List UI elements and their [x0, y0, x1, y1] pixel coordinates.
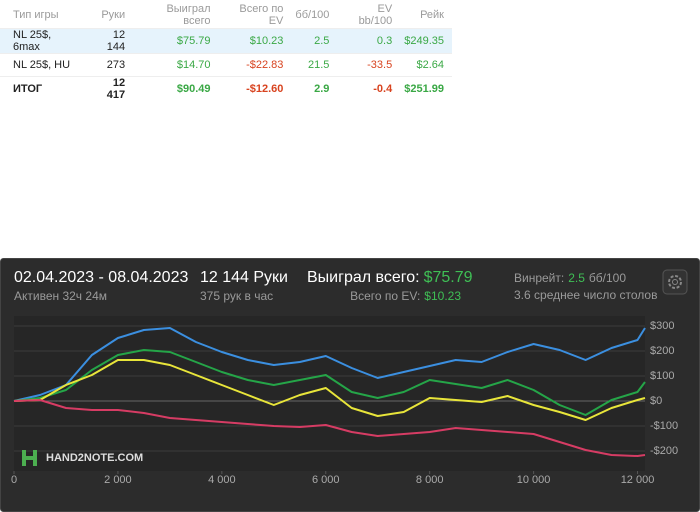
ev-total: Всего по EV: $10.23 [350, 289, 461, 303]
table-cell: ИТОГ [0, 76, 88, 101]
x-tick-label: 6 000 [312, 474, 340, 486]
y-tick-label: $300 [650, 320, 674, 332]
series-line [13, 327, 646, 402]
plot-bg [14, 316, 645, 471]
table-cell: 21.5 [291, 53, 338, 77]
winrate-label: Винрейт: [514, 271, 564, 285]
winrate-value: 2.5 [568, 271, 585, 285]
column-header: Всего по EV [239, 3, 284, 27]
table-row: NL 25$, HU 273 $14.70 -$22.83 21.5 -33.5 $2.64 [0, 53, 452, 77]
table-cell: -$22.83 [218, 53, 292, 77]
table-cell: NL 25$, HU [0, 53, 88, 77]
winrate-unit: бб/100 [589, 271, 626, 285]
y-tick-label: -$100 [650, 420, 678, 432]
table-cell: 0.3 [337, 28, 401, 54]
hands-per-hour: 375 рук в час [200, 289, 273, 303]
table-row: NL 25$, 6max 12 144 $75.79 $10.23 2.5 0.3 $249… [0, 28, 452, 54]
y-tick-label: $0 [650, 395, 662, 407]
x-tick-label: 0 [11, 474, 17, 486]
ev-value: $10.23 [424, 289, 461, 303]
table-cell: -0.4 [337, 76, 401, 101]
column-header: бб/100 [295, 9, 330, 21]
series-line [13, 399, 646, 457]
won-label: Выиграл всего: [307, 269, 420, 286]
column-header: Рейк [420, 9, 444, 21]
table-cell: 2.5 [291, 28, 338, 54]
table-cell: $251.99 [400, 76, 452, 101]
series-line [13, 349, 646, 416]
column-header: Выиграл всего [166, 3, 211, 27]
table-row: ИТОГ 12 417 $90.49 -$12.60 2.9 -0.4 $251.99 [0, 76, 452, 101]
y-tick-label: -$200 [650, 445, 678, 457]
y-tick-label: $200 [650, 345, 674, 357]
date-range: 02.04.2023 - 08.04.2023 [14, 269, 188, 286]
watermark-text: HAND2NOTE.COM [46, 452, 143, 464]
won-total: Выиграл всего: $75.79 [307, 269, 473, 286]
avg-tables: 3.6 среднее число столов [514, 288, 657, 302]
table-cell: 273 [87, 53, 134, 77]
graph-panel: $300 $200 $100 $0 -$100 -$200 0 2 000 4 000 6 000… [0, 258, 700, 512]
y-tick-label: $100 [650, 370, 674, 382]
header-row: Тип игры Руки Выиграл всего Всего по EV бб/1… [0, 2, 452, 29]
table-cell: 12 144 [87, 28, 134, 54]
column-header: Тип игры [13, 9, 59, 21]
table-cell: $10.23 [218, 28, 292, 54]
x-tick-label: 8 000 [416, 474, 444, 486]
series-line [13, 359, 646, 421]
x-tick-label: 10 000 [517, 474, 551, 486]
x-tick-label: 2 000 [104, 474, 132, 486]
table-cell: $2.64 [400, 53, 452, 77]
column-header: Руки [101, 9, 126, 21]
winrate: Винрейт: 2.5 бб/100 [514, 271, 626, 285]
table-cell: $90.49 [133, 76, 219, 101]
table-cell: $75.79 [133, 28, 219, 54]
watermark: HAND2NOTE.COM [22, 450, 143, 466]
table-cell: $14.70 [133, 53, 219, 77]
table-cell: $249.35 [400, 28, 452, 54]
ev-label: Всего по EV: [350, 289, 420, 303]
column-header: EV bb/100 [358, 3, 393, 27]
x-tick-label: 12 000 [621, 474, 655, 486]
stats-table: Тип игры Руки Выиграл всего Всего по EV бб/1… [0, 2, 452, 101]
table-cell: 2.9 [291, 76, 338, 101]
table-cell: NL 25$, 6max [0, 28, 88, 54]
table-cell: 12 417 [87, 76, 134, 101]
settings-button[interactable] [662, 269, 688, 295]
x-tick-label: 4 000 [208, 474, 236, 486]
active-time: Активен 32ч 24м [14, 289, 107, 303]
hands: 12 144 Руки [200, 269, 288, 286]
won-value: $75.79 [424, 269, 473, 286]
table-cell: -$12.60 [218, 76, 292, 101]
table-cell: -33.5 [337, 53, 401, 77]
